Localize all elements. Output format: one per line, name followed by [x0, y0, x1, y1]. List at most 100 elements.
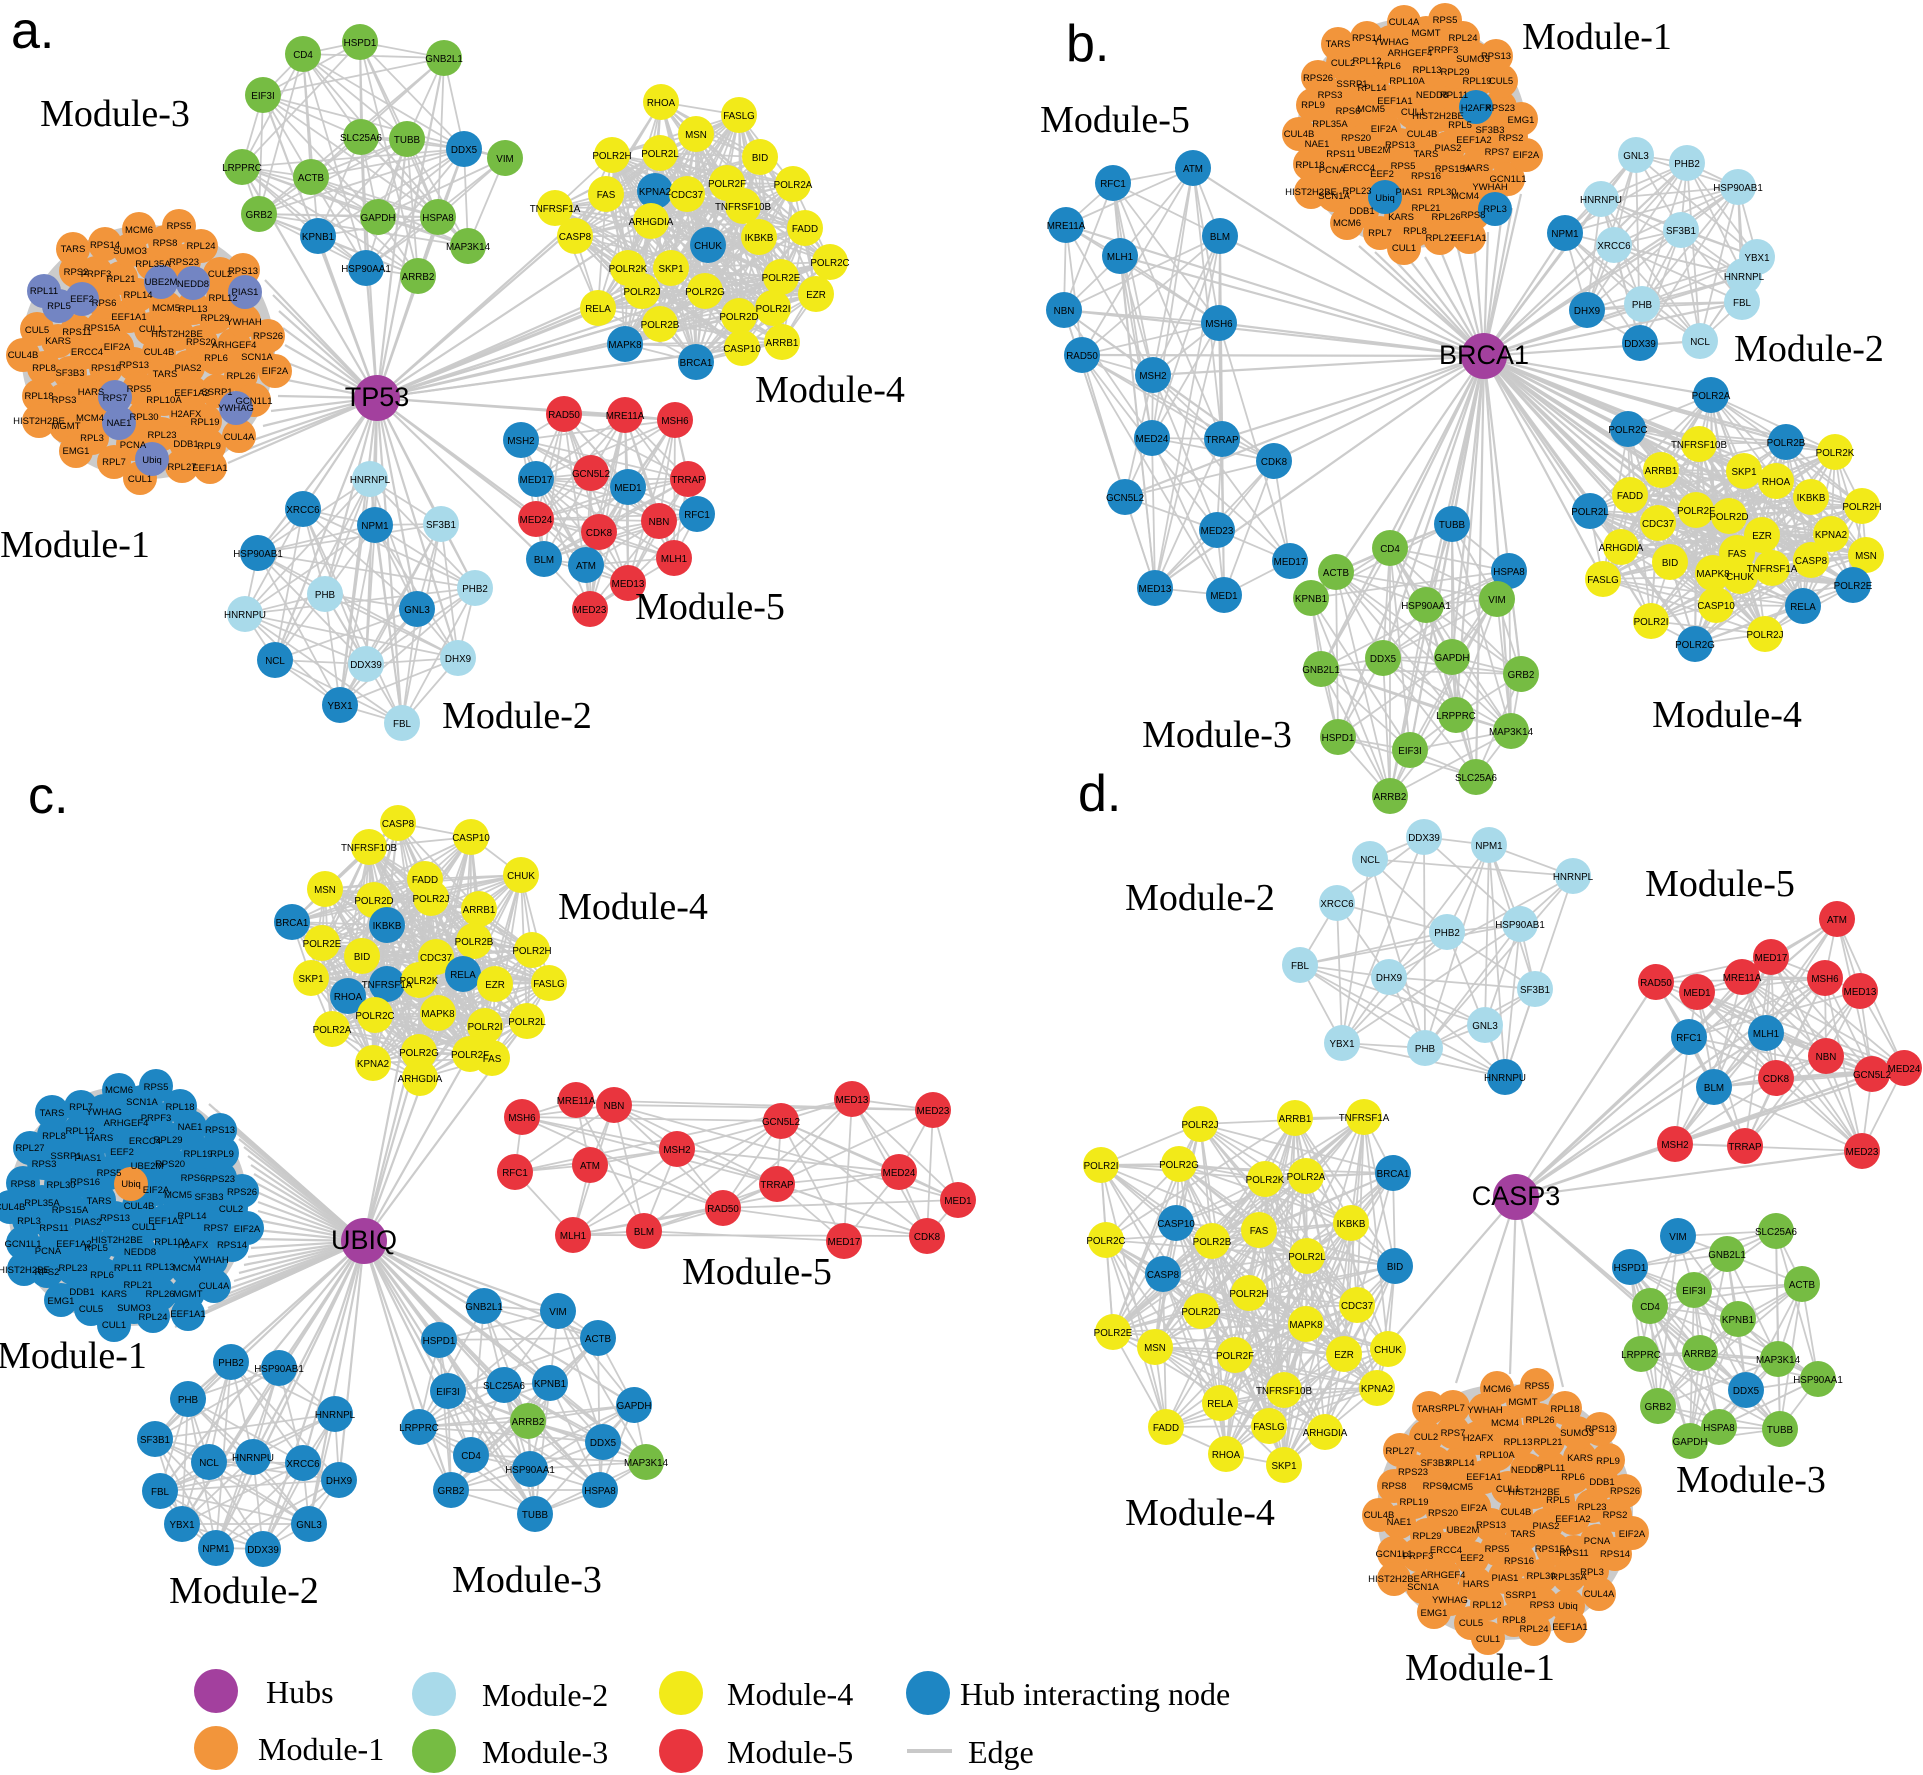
svg-text:GCN1L1: GCN1L1 — [5, 1239, 42, 1250]
svg-text:CUL1: CUL1 — [102, 1320, 126, 1331]
svg-text:RPL10A: RPL10A — [1389, 76, 1425, 87]
svg-text:NBN: NBN — [1816, 1052, 1837, 1063]
svg-text:RPL11: RPL11 — [1537, 1463, 1565, 1474]
svg-text:HSPD1: HSPD1 — [423, 1336, 456, 1347]
svg-text:MAP3K14: MAP3K14 — [446, 242, 491, 253]
svg-text:RPL14: RPL14 — [123, 290, 152, 301]
svg-text:MED17: MED17 — [1755, 953, 1788, 964]
svg-text:YWHAG: YWHAG — [218, 403, 254, 414]
svg-text:MCM5: MCM5 — [164, 1190, 192, 1201]
svg-text:IKBKB: IKBKB — [373, 921, 402, 932]
svg-text:TARS: TARS — [87, 1196, 112, 1207]
svg-text:EIF2A: EIF2A — [262, 366, 289, 377]
svg-text:PHB2: PHB2 — [1434, 928, 1460, 939]
svg-text:EMG1: EMG1 — [48, 1296, 75, 1307]
svg-text:MCM6: MCM6 — [1333, 218, 1361, 229]
svg-text:MSH6: MSH6 — [661, 416, 689, 427]
svg-text:PIAS2: PIAS2 — [175, 363, 202, 374]
svg-text:RPS5: RPS5 — [1485, 1544, 1510, 1555]
svg-text:HSP90AB1: HSP90AB1 — [254, 1364, 304, 1375]
svg-text:DDB1: DDB1 — [1349, 206, 1374, 217]
svg-text:VIM: VIM — [1488, 595, 1505, 606]
svg-text:DDX5: DDX5 — [590, 1438, 617, 1449]
svg-text:DDX5: DDX5 — [1733, 1386, 1760, 1397]
svg-text:PIAS1: PIAS1 — [1492, 1573, 1519, 1584]
svg-text:RPS11: RPS11 — [1326, 149, 1355, 160]
svg-text:EEF1A1: EEF1A1 — [111, 312, 146, 323]
svg-text:BID: BID — [1387, 1262, 1403, 1273]
svg-text:TARS: TARS — [1511, 1529, 1536, 1540]
svg-text:EEF1A2: EEF1A2 — [1456, 135, 1491, 146]
svg-text:RPL10A: RPL10A — [1479, 1450, 1515, 1461]
svg-text:CUL5: CUL5 — [1489, 76, 1513, 87]
svg-text:POLR2A: POLR2A — [313, 1025, 352, 1036]
svg-text:POLR2G: POLR2G — [1159, 1160, 1199, 1171]
svg-text:RPL35A: RPL35A — [24, 1198, 60, 1209]
svg-text:POLR2D: POLR2D — [354, 896, 393, 907]
svg-text:CDC37: CDC37 — [1642, 519, 1674, 530]
svg-text:EMG1: EMG1 — [1508, 115, 1535, 126]
svg-text:SUMO3: SUMO3 — [1560, 1428, 1594, 1439]
svg-text:ERCC4: ERCC4 — [1430, 1545, 1462, 1556]
svg-text:NPM1: NPM1 — [361, 521, 388, 532]
svg-text:EEF2: EEF2 — [1370, 169, 1394, 180]
svg-text:Module-2: Module-2 — [169, 1570, 319, 1612]
svg-text:HIST2H2BE: HIST2H2BE — [1368, 1574, 1420, 1585]
svg-text:Module-2: Module-2 — [1125, 877, 1275, 919]
svg-text:RHOA: RHOA — [1762, 477, 1791, 488]
svg-text:BLM: BLM — [1704, 1083, 1724, 1094]
svg-text:RPL30: RPL30 — [1526, 1571, 1555, 1582]
svg-text:MAPK8: MAPK8 — [1289, 1320, 1323, 1331]
svg-text:ARRB1: ARRB1 — [1279, 1114, 1312, 1125]
svg-text:RPS8: RPS8 — [153, 238, 178, 249]
svg-text:KARS: KARS — [45, 336, 71, 347]
svg-text:PCNA: PCNA — [1584, 1536, 1611, 1547]
svg-text:XRCC6: XRCC6 — [286, 505, 320, 516]
svg-text:SLC25A6: SLC25A6 — [1755, 1227, 1797, 1238]
svg-text:RPS26: RPS26 — [227, 1187, 257, 1198]
svg-text:RPL3: RPL3 — [17, 1216, 41, 1227]
svg-text:CUL4B: CUL4B — [1501, 1507, 1532, 1518]
svg-text:RPL35A: RPL35A — [135, 259, 171, 270]
svg-text:RPS13: RPS13 — [1476, 1520, 1506, 1531]
svg-text:SUMO3: SUMO3 — [117, 1303, 151, 1314]
svg-text:Module-5: Module-5 — [1040, 99, 1190, 141]
svg-text:RPL8: RPL8 — [42, 1131, 66, 1142]
svg-text:HNRNPL: HNRNPL — [350, 475, 391, 486]
svg-text:RPS20: RPS20 — [155, 1159, 185, 1170]
svg-text:EEF1A1: EEF1A1 — [1377, 96, 1412, 107]
svg-text:SF3B1: SF3B1 — [426, 520, 456, 531]
svg-text:RPL23: RPL23 — [58, 1263, 87, 1274]
svg-text:EEF1A1: EEF1A1 — [1466, 1472, 1501, 1483]
svg-text:TRRAP: TRRAP — [1728, 1142, 1762, 1153]
svg-text:RPS16: RPS16 — [70, 1177, 100, 1188]
svg-text:CUL1: CUL1 — [1476, 1634, 1500, 1645]
svg-text:EIF2A: EIF2A — [143, 1185, 170, 1196]
svg-text:RPS8: RPS8 — [1382, 1481, 1407, 1492]
svg-text:ACTB: ACTB — [298, 173, 325, 184]
svg-text:RPS8: RPS8 — [1461, 210, 1486, 221]
svg-text:RPS15A: RPS15A — [1435, 164, 1472, 175]
svg-text:MCM5: MCM5 — [1357, 104, 1385, 115]
svg-text:RPS26: RPS26 — [1610, 1486, 1640, 1497]
svg-text:EEF2: EEF2 — [110, 1147, 134, 1158]
svg-text:POLR2K: POLR2K — [1246, 1175, 1285, 1186]
svg-text:SKP1: SKP1 — [658, 264, 683, 275]
svg-text:EMG1: EMG1 — [63, 446, 90, 457]
svg-text:CUL2: CUL2 — [1414, 1432, 1438, 1443]
svg-text:EMG1: EMG1 — [1421, 1608, 1448, 1619]
svg-text:HARS: HARS — [78, 387, 104, 398]
svg-text:MAPK8: MAPK8 — [608, 340, 642, 351]
svg-text:POLR2B: POLR2B — [1767, 438, 1806, 449]
svg-text:RPL7: RPL7 — [69, 1102, 93, 1113]
svg-text:YBX1: YBX1 — [1329, 1039, 1354, 1050]
svg-text:POLR2A: POLR2A — [1287, 1172, 1326, 1183]
svg-text:KPNB1: KPNB1 — [1722, 1315, 1754, 1326]
svg-text:SCN1A: SCN1A — [126, 1097, 158, 1108]
svg-text:CUL5: CUL5 — [25, 325, 49, 336]
svg-text:GAPDH: GAPDH — [617, 1401, 652, 1412]
svg-text:PHB: PHB — [1632, 300, 1653, 311]
svg-text:RPS20: RPS20 — [1341, 133, 1371, 144]
svg-text:Module-1: Module-1 — [0, 1335, 147, 1377]
svg-text:Ubiq: Ubiq — [121, 1179, 141, 1190]
